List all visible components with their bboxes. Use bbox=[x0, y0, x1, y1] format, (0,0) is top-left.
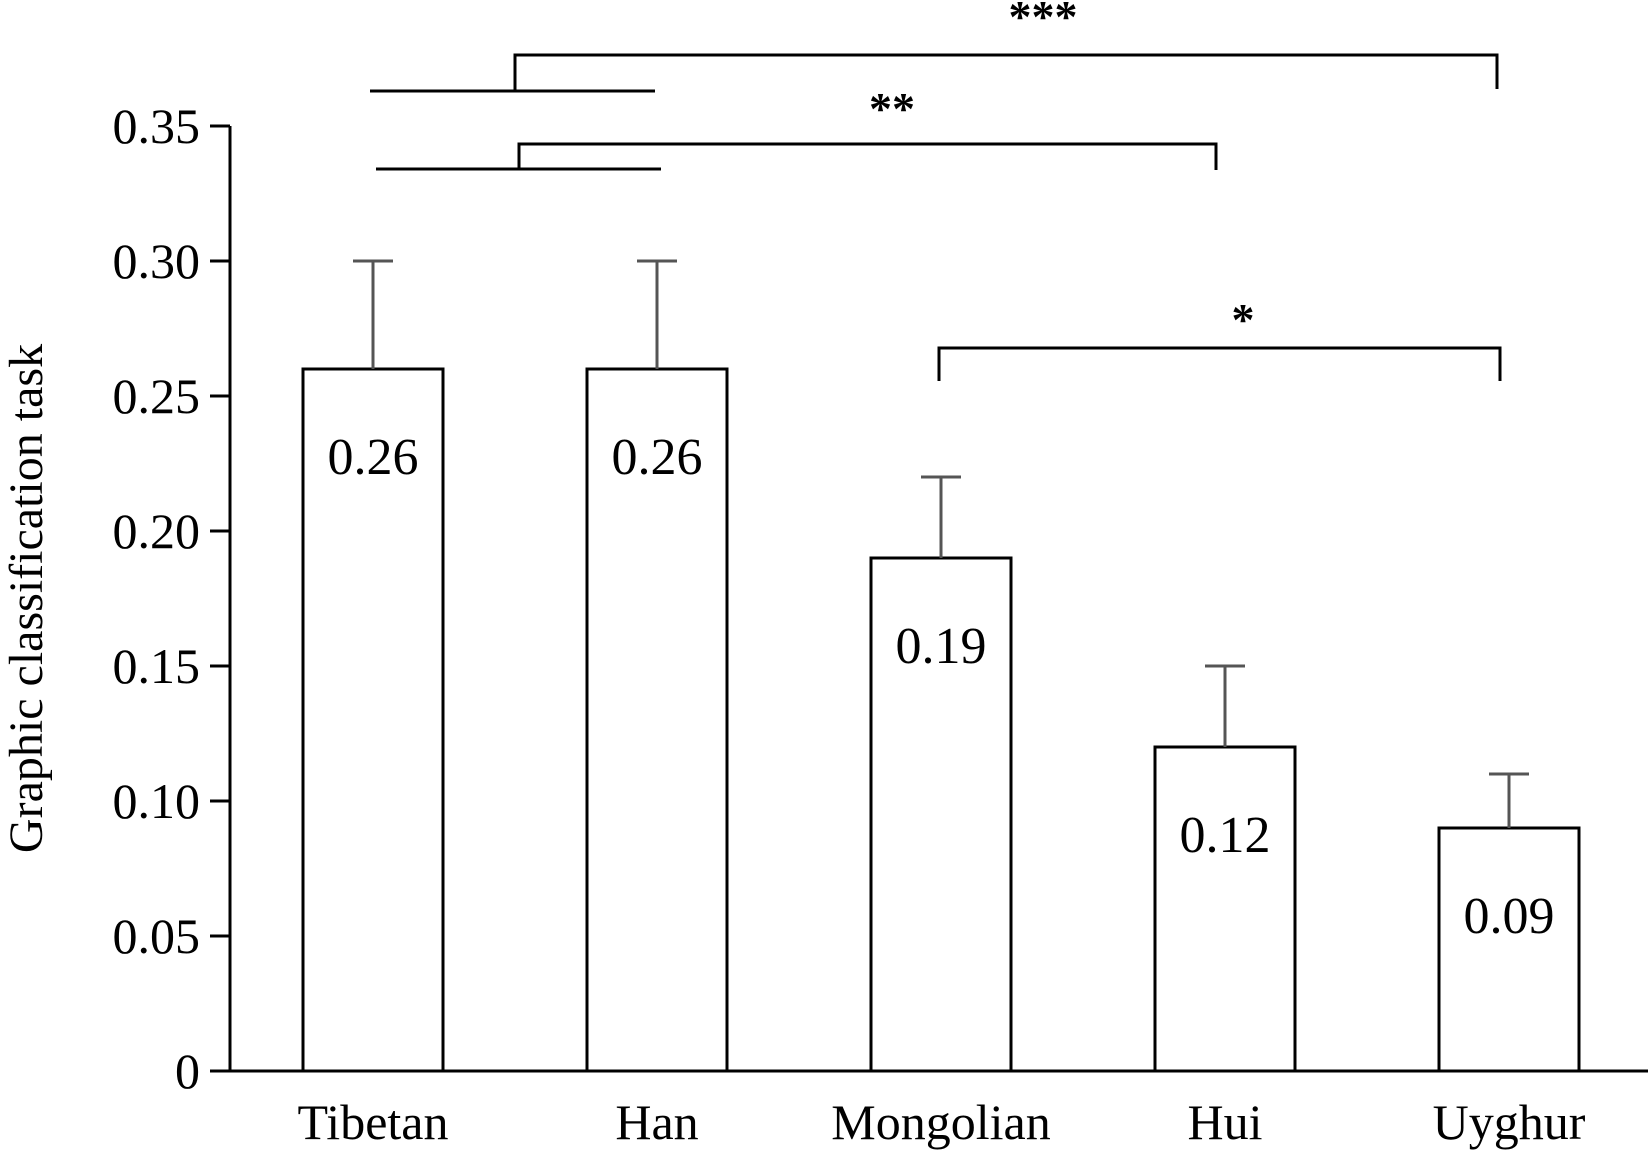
y-axis: 0 0.05 0.10 0.15 0.20 0.25 0.30 0.35 bbox=[113, 98, 232, 1099]
y-tick-label: 0.20 bbox=[113, 503, 201, 559]
significance-label: ** bbox=[869, 83, 915, 134]
y-tick-label: 0.10 bbox=[113, 773, 201, 829]
data-label: 0.09 bbox=[1464, 888, 1555, 945]
bracket-tibetan-han-hui bbox=[517, 142, 1218, 170]
y-axis-label: Graphic classification task bbox=[0, 344, 53, 853]
x-tick-label: Hui bbox=[1188, 1094, 1263, 1150]
bar-tibetan bbox=[301, 367, 445, 1073]
bar-uyghur bbox=[1437, 826, 1581, 1073]
x-tick-label: Tibetan bbox=[298, 1094, 449, 1150]
bars: 0.26 0.26 0.19 0.12 0.09 bbox=[301, 259, 1581, 1073]
significance-brackets: ****** bbox=[370, 0, 1502, 381]
y-tick-label: 0.35 bbox=[113, 98, 201, 154]
y-tick-label: 0.25 bbox=[113, 368, 201, 424]
y-tick-label: 0.30 bbox=[113, 233, 201, 289]
data-label: 0.26 bbox=[612, 429, 703, 486]
bar-mongolian bbox=[869, 556, 1013, 1073]
bracket-tibetan-han-uyghur bbox=[513, 53, 1499, 91]
bar-han bbox=[585, 367, 729, 1073]
y-tick-label: 0.05 bbox=[113, 908, 201, 964]
bracket-mongolian-uyghur bbox=[937, 346, 1502, 381]
data-label: 0.12 bbox=[1180, 807, 1271, 864]
x-tick-label: Uyghur bbox=[1433, 1094, 1586, 1150]
data-label: 0.26 bbox=[328, 429, 419, 486]
significance-label: * bbox=[1232, 294, 1255, 345]
y-tick-label: 0 bbox=[175, 1043, 200, 1099]
significance-label: *** bbox=[1009, 0, 1078, 42]
y-tick-label: 0.15 bbox=[113, 638, 201, 694]
bar-hui bbox=[1153, 745, 1297, 1073]
x-axis: Tibetan Han Mongolian Hui Uyghur bbox=[230, 1069, 1648, 1150]
data-label: 0.19 bbox=[896, 618, 987, 675]
x-tick-label: Mongolian bbox=[831, 1094, 1050, 1150]
x-tick-label: Han bbox=[615, 1094, 698, 1150]
